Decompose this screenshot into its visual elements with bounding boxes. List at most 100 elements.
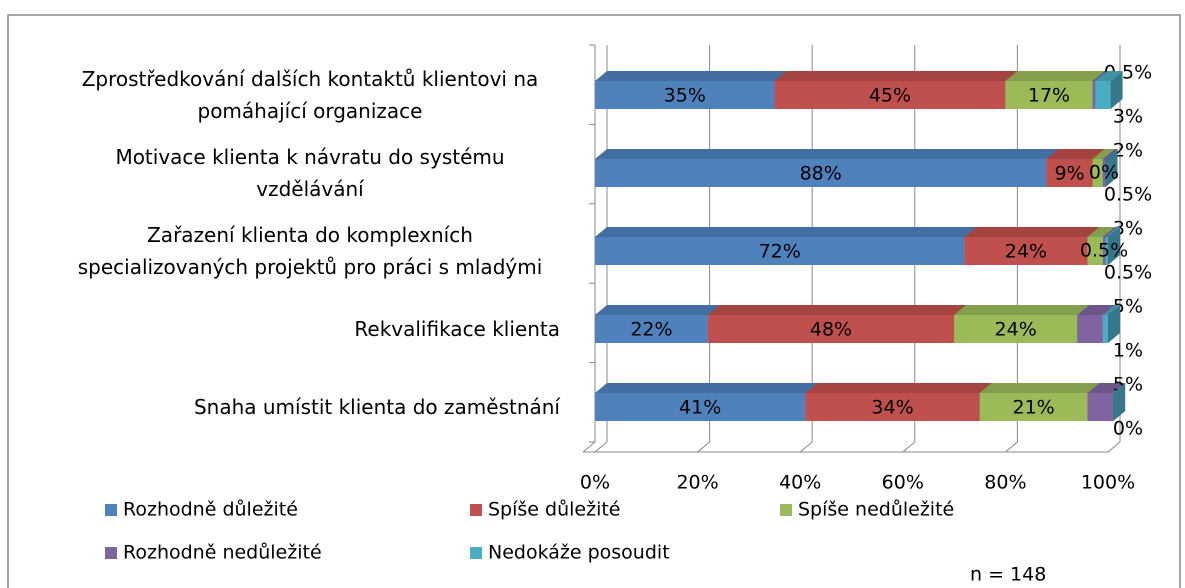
x-tick-label: 40%: [779, 472, 821, 494]
legend-swatch: [470, 504, 482, 516]
bar-top: [1105, 227, 1120, 237]
bar: [1087, 237, 1103, 265]
annotation: n = 148: [970, 564, 1046, 586]
legend-label: Rozhodně důležité: [123, 499, 298, 521]
y-tick-label: Zařazení klienta do komplexních speciali…: [77, 223, 543, 279]
data-label: 35%: [664, 85, 706, 107]
bar: [1087, 393, 1114, 421]
bar-top: [1095, 71, 1123, 81]
bar-top: [1087, 383, 1126, 393]
bar: [1095, 81, 1111, 109]
x-tick-label: 100%: [1081, 472, 1135, 494]
bar-top: [595, 149, 1059, 159]
data-label: 0%: [1113, 418, 1143, 440]
bar-side: [1105, 149, 1118, 187]
bar: [805, 393, 980, 421]
bar: [979, 393, 1088, 421]
data-label: 48%: [810, 319, 852, 341]
data-label: 45%: [869, 85, 911, 107]
bar: [595, 81, 775, 109]
bar: [595, 393, 806, 421]
data-label: 3%: [1113, 218, 1143, 240]
bar: [1102, 315, 1108, 343]
bar-top: [707, 305, 967, 315]
bar-top: [979, 383, 1100, 393]
bar: [1046, 159, 1093, 187]
bar-top: [1046, 149, 1105, 159]
data-label: 1%: [1113, 340, 1143, 362]
data-label: 24%: [1005, 241, 1047, 263]
grid-line-floor: [799, 441, 813, 453]
bar-top: [1092, 149, 1115, 159]
legend-swatch: [470, 547, 482, 559]
x-tick-label: 60%: [882, 472, 924, 494]
bar-top: [1102, 227, 1118, 237]
data-label: 3%: [1113, 106, 1143, 128]
bar-top: [954, 305, 1090, 315]
category-label-box: Zařazení klienta do komplexních speciali…: [20, 219, 560, 283]
bar-top: [1005, 71, 1105, 81]
category-label-box: Zprostředkování dalších kontaktů kliento…: [20, 63, 560, 127]
legend-swatch: [780, 504, 792, 516]
legend-swatch: [105, 547, 117, 559]
y-tick-label: Zprostředkování dalších kontaktů kliento…: [81, 67, 539, 123]
data-label: 24%: [995, 319, 1037, 341]
x-tick-label: 20%: [676, 472, 718, 494]
bar-side: [1108, 305, 1120, 343]
category-label-box: Snaha umístit klienta do zaměstnání: [20, 391, 560, 423]
x-tick-label: 80%: [984, 472, 1026, 494]
bar-side: [1113, 383, 1126, 421]
data-label: 21%: [1012, 397, 1054, 419]
bar-top: [595, 227, 977, 237]
data-label: 0.5%: [1104, 262, 1152, 284]
bar: [964, 237, 1088, 265]
bar-top: [1087, 227, 1115, 237]
legend-swatch: [105, 504, 117, 516]
y-tick-label: Rekvalifikace klienta: [354, 317, 560, 341]
category-label-box: Rekvalifikace klienta: [20, 313, 560, 345]
bar: [1092, 81, 1096, 109]
legend-label: Spíše nedůležité: [798, 499, 954, 521]
bar: [595, 237, 965, 265]
data-label: 2%: [1113, 140, 1143, 162]
grid-line-floor: [697, 441, 710, 453]
data-label: 88%: [800, 163, 842, 185]
bar-top: [964, 227, 1100, 237]
legend-label: Nedokáže posoudit: [488, 542, 670, 564]
bar: [1102, 159, 1106, 187]
bar-top: [595, 383, 818, 393]
bar: [1105, 237, 1108, 265]
bar-side: [1110, 71, 1123, 109]
grid-line-floor: [1005, 441, 1018, 453]
grid-line-floor: [594, 441, 608, 453]
bar-top: [595, 71, 787, 81]
bar: [595, 159, 1047, 187]
bar: [1092, 159, 1103, 187]
frame: [7, 14, 1181, 588]
bar-top: [805, 383, 992, 393]
bar: [595, 315, 708, 343]
data-label: 17%: [1028, 85, 1070, 107]
data-label: 41%: [679, 397, 721, 419]
bar: [954, 315, 1078, 343]
data-label: 72%: [759, 241, 801, 263]
axis-floor: [582, 441, 596, 453]
bar: [1077, 315, 1103, 343]
grid-line-floor: [902, 441, 916, 453]
bar: [1005, 81, 1093, 109]
data-label: 0%: [1089, 162, 1119, 184]
bar-top: [595, 305, 720, 315]
legend-label: Spíše důležité: [488, 499, 621, 521]
bar-top: [1092, 71, 1108, 81]
bar-top: [1102, 149, 1118, 159]
bar: [1102, 237, 1106, 265]
bar-top: [774, 71, 1018, 81]
y-tick-label: Motivace klienta k návratu do systému vz…: [115, 145, 505, 201]
category-label-box: Motivace klienta k návratu do systému vz…: [20, 141, 560, 205]
bar-top: [1077, 305, 1115, 315]
data-label: 0.5%: [1104, 184, 1152, 206]
data-label: 0.5%: [1080, 240, 1128, 262]
y-tick-label: Snaha umístit klienta do zaměstnání: [193, 395, 560, 419]
bar: [774, 81, 1006, 109]
